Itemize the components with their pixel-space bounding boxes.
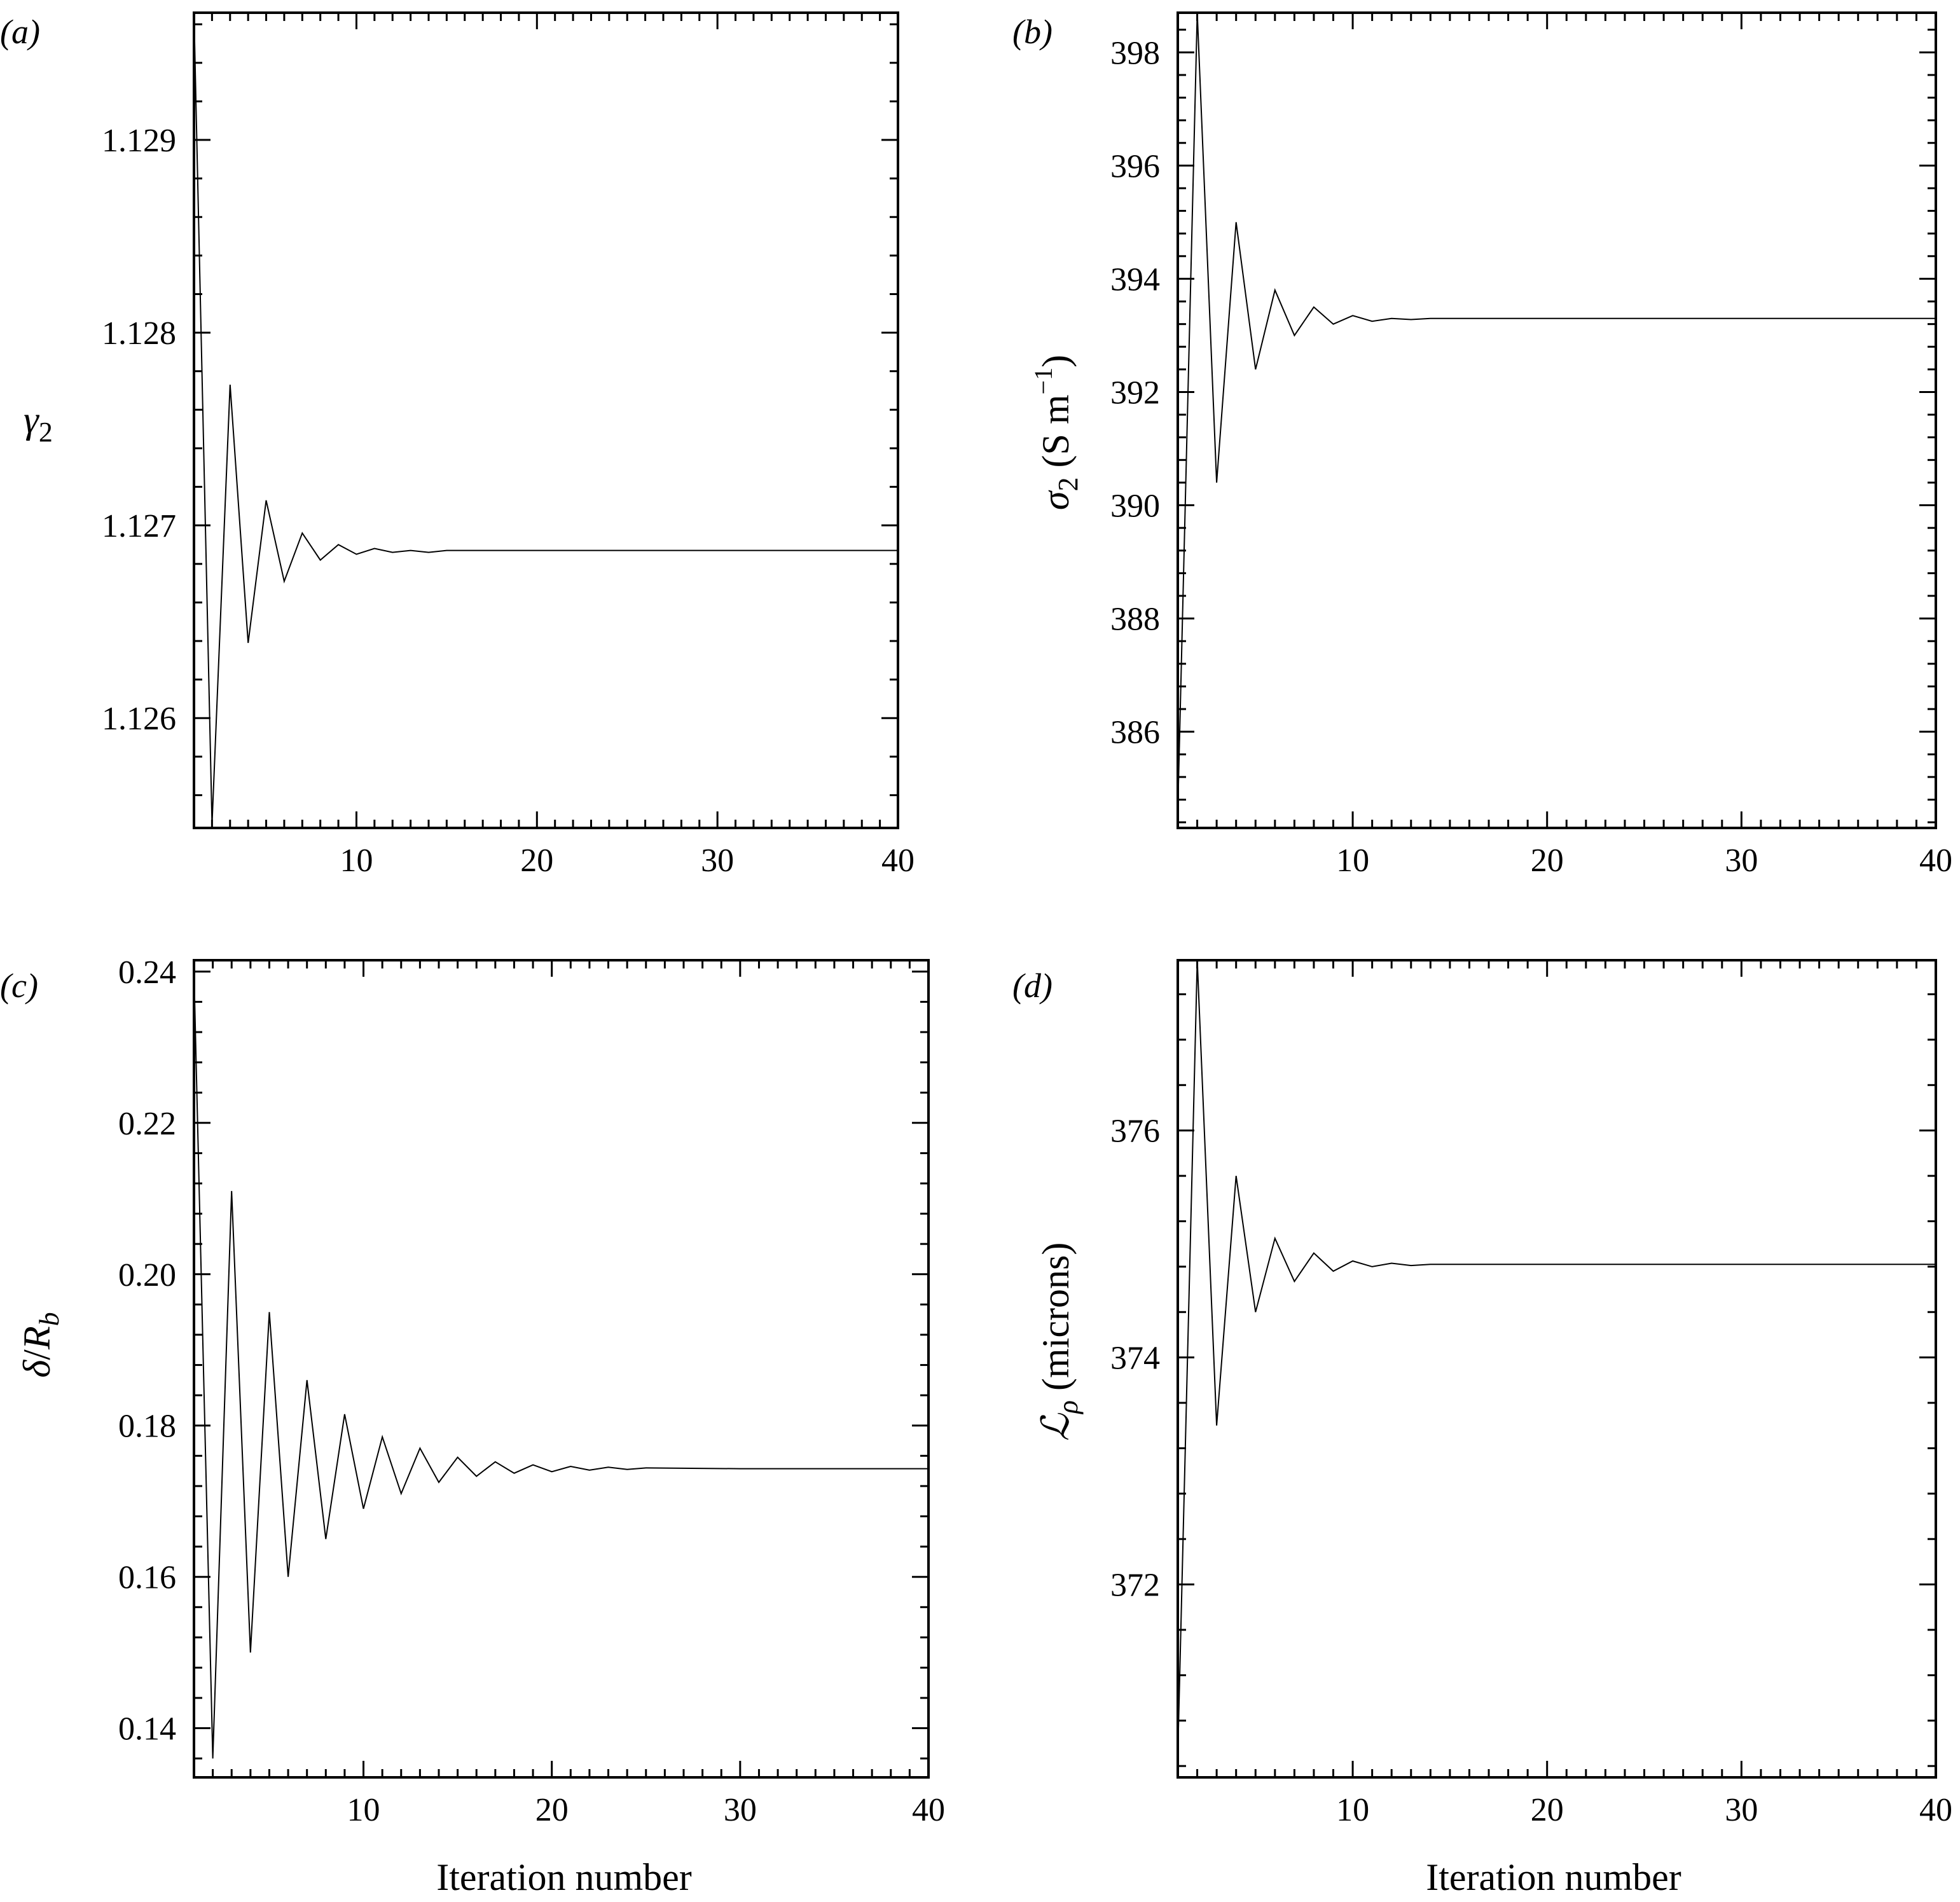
y-tick-label-d: 372 [1110, 1568, 1160, 1604]
panel-b-ylabel: σ2 (S m−1) [1029, 355, 1084, 510]
y-tick-label-c: 0.20 [118, 1257, 176, 1293]
panel-d-label: (d) [1012, 967, 1052, 1005]
x-tick-label-c: 10 [347, 1792, 380, 1828]
x-tick-label-d: 10 [1336, 1792, 1369, 1828]
panel-b: (b) σ2 (S m−1) 10 20 30 40 386 388 390 392 394 39… [1012, 11, 1952, 879]
panel-d-ylabel-text: ℒρ (microns) [1035, 1243, 1084, 1442]
panel-a-plot: 10 20 30 40 1.126 1.127 1.128 1.129 [102, 11, 914, 879]
y-tick-label-b: 396 [1110, 148, 1160, 184]
panel-a-label: (a) [0, 13, 40, 51]
x-tick-label-c: 40 [912, 1792, 945, 1828]
series-line-a [193, 12, 898, 824]
y-tick-label-b: 398 [1110, 35, 1160, 71]
panel-d-ylabel: ℒρ (microns) [1035, 1243, 1084, 1442]
panel-b-label: (b) [1012, 13, 1052, 51]
plot-frame-c [193, 959, 930, 1779]
y-tick-label-c: 0.24 [118, 954, 176, 991]
panel-c-label: (c) [0, 967, 38, 1005]
x-tick-label-a: 40 [881, 843, 914, 879]
panel-d-plot: 10 20 30 40 372 374 376 [1110, 959, 1952, 1828]
x-tick-label-b: 10 [1336, 843, 1369, 879]
series-line-d [1177, 960, 1936, 1755]
x-tick-label-a: 30 [701, 843, 734, 879]
panel-d: (d) ℒρ (microns) Iteration number 10 20 30… [1012, 959, 1952, 1898]
x-tick-label-b: 30 [1725, 843, 1758, 879]
x-tick-label-b: 40 [1919, 843, 1952, 879]
y-tick-label-a: 1.127 [102, 508, 176, 544]
plot-frame-d [1177, 959, 1937, 1779]
y-tick-label-a: 1.128 [102, 315, 176, 352]
panel-c: (c) δ/Rb Iteration number 10 20 30 40 0.14 0.… [0, 954, 945, 1898]
panel-b-ylabel-text: σ2 (S m−1) [1029, 355, 1084, 510]
y-tick-label-b: 394 [1110, 261, 1160, 298]
series-line-b [1177, 12, 1936, 811]
x-tick-label-d: 30 [1725, 1792, 1758, 1828]
y-tick-label-a: 1.129 [102, 123, 176, 159]
panel-d-xlabel: Iteration number [1426, 1856, 1681, 1898]
plot-frame-b [1177, 11, 1937, 829]
panel-c-ylabel-text: δ/Rb [16, 1312, 65, 1377]
panel-b-plot: 10 20 30 40 386 388 390 392 394 396 398 [1110, 11, 1952, 879]
y-tick-label-c: 0.14 [118, 1711, 176, 1747]
y-tick-label-b: 390 [1110, 488, 1160, 525]
y-tick-label-c: 0.18 [118, 1409, 176, 1445]
panel-c-plot: 10 20 30 40 0.14 0.16 0.18 0.20 0.22 0.24 [118, 954, 945, 1828]
plot-frame-a [193, 11, 899, 829]
y-tick-label-d: 374 [1110, 1340, 1160, 1377]
y-tick-label-c: 0.22 [118, 1106, 176, 1142]
y-tick-label-b: 386 [1110, 715, 1160, 751]
x-tick-label-d: 20 [1531, 1792, 1564, 1828]
x-tick-label-a: 20 [520, 843, 553, 879]
y-tick-label-a: 1.126 [102, 701, 176, 737]
y-tick-label-b: 388 [1110, 602, 1160, 638]
x-tick-label-c: 20 [535, 1792, 569, 1828]
y-tick-label-c: 0.16 [118, 1560, 176, 1596]
x-tick-label-b: 20 [1531, 843, 1564, 879]
x-tick-label-d: 40 [1919, 1792, 1952, 1828]
x-tick-label-a: 10 [340, 843, 373, 879]
panel-c-ylabel: δ/Rb [16, 1312, 65, 1377]
x-tick-label-c: 30 [724, 1792, 757, 1828]
y-tick-label-d: 376 [1110, 1113, 1160, 1150]
y-tick-label-b: 392 [1110, 375, 1160, 411]
series-line-c [193, 971, 928, 1759]
panel-c-xlabel: Iteration number [436, 1856, 692, 1898]
